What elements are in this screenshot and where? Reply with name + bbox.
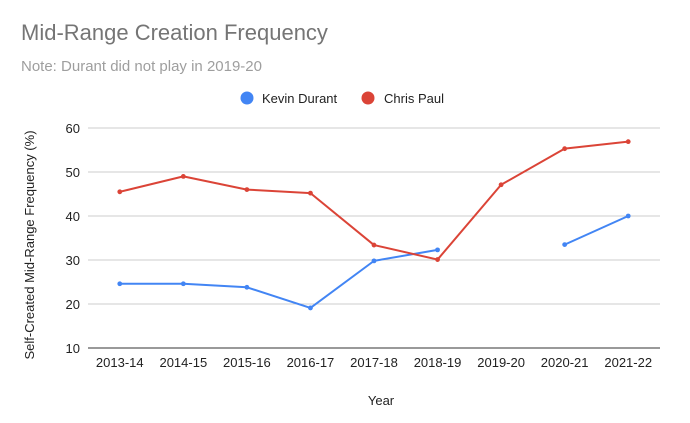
legend-label-chris-paul: Chris Paul <box>384 91 444 106</box>
y-tick-label: 20 <box>66 297 80 312</box>
data-point-chris-paul[interactable] <box>562 146 568 152</box>
x-tick-label: 2017-18 <box>350 355 398 370</box>
legend-marker-chris-paul <box>361 91 375 105</box>
x-tick-label: 2013-14 <box>96 355 144 370</box>
legend: Kevin Durant Chris Paul <box>240 91 445 106</box>
data-point-chris-paul[interactable] <box>244 187 250 193</box>
series-line-kevin-durant <box>563 215 630 246</box>
data-point-kevin-durant[interactable] <box>308 305 313 311</box>
x-tick-label: 2019-20 <box>477 355 525 370</box>
data-point-kevin-durant[interactable] <box>244 284 250 290</box>
gridlines <box>88 127 660 349</box>
x-axis-title: Year <box>368 393 395 408</box>
legend-item-kevin-durant[interactable]: Kevin Durant <box>240 91 338 106</box>
chart-title: Mid-Range Creation Frequency <box>21 20 328 45</box>
y-tick-label: 40 <box>66 209 80 224</box>
data-point-chris-paul[interactable] <box>180 174 186 179</box>
legend-marker-kevin-durant <box>240 91 254 105</box>
data-point-kevin-durant[interactable] <box>435 247 440 253</box>
data-point-kevin-durant[interactable] <box>180 281 186 287</box>
series-line-kevin-durant <box>118 248 439 309</box>
x-axis-ticks: 2013-14 2014-15 2015-16 2016-17 2017-18 2018-… <box>96 355 652 370</box>
plot-series <box>117 139 631 311</box>
legend-item-chris-paul[interactable]: Chris Paul <box>361 91 445 106</box>
y-tick-label: 60 <box>66 121 80 136</box>
data-point-kevin-durant[interactable] <box>562 242 568 248</box>
data-point-chris-paul[interactable] <box>371 242 377 248</box>
data-point-chris-paul[interactable] <box>498 182 504 188</box>
x-tick-label: 2014-15 <box>159 355 207 370</box>
chart-subtitle: Note: Durant did not play in 2019-20 <box>21 58 262 75</box>
series-kevin-durant <box>117 213 631 311</box>
data-point-kevin-durant[interactable] <box>117 281 123 287</box>
y-tick-label: 30 <box>66 253 80 268</box>
y-axis-title: Self-Created Mid-Range Frequency (%) <box>22 130 37 359</box>
data-point-chris-paul[interactable] <box>308 190 313 196</box>
y-tick-label: 50 <box>66 165 80 180</box>
data-point-kevin-durant[interactable] <box>371 258 377 264</box>
data-point-chris-paul[interactable] <box>625 139 631 145</box>
x-tick-label: 2021-22 <box>604 355 652 370</box>
x-tick-label: 2016-17 <box>287 355 335 370</box>
data-point-kevin-durant[interactable] <box>625 213 631 219</box>
x-tick-label: 2020-21 <box>541 355 589 370</box>
x-tick-label: 2018-19 <box>414 355 462 370</box>
x-tick-label: 2015-16 <box>223 355 271 370</box>
data-point-chris-paul[interactable] <box>435 257 440 262</box>
legend-label-kevin-durant: Kevin Durant <box>262 91 338 106</box>
data-point-chris-paul[interactable] <box>117 189 123 195</box>
y-tick-label: 10 <box>66 341 80 356</box>
series-line-chris-paul <box>118 140 630 261</box>
series-chris-paul <box>117 139 631 262</box>
y-axis-ticks: 10 20 30 40 50 60 <box>66 121 80 356</box>
